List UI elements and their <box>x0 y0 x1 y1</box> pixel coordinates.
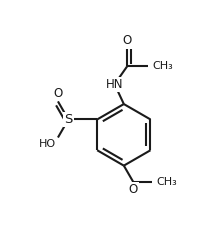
Text: CH₃: CH₃ <box>156 177 177 187</box>
Text: O: O <box>129 183 138 196</box>
Text: HN: HN <box>106 78 123 91</box>
Text: CH₃: CH₃ <box>152 61 173 71</box>
Text: HO: HO <box>39 139 56 149</box>
Text: S: S <box>64 113 73 126</box>
Text: O: O <box>123 34 132 47</box>
Text: O: O <box>53 87 63 100</box>
